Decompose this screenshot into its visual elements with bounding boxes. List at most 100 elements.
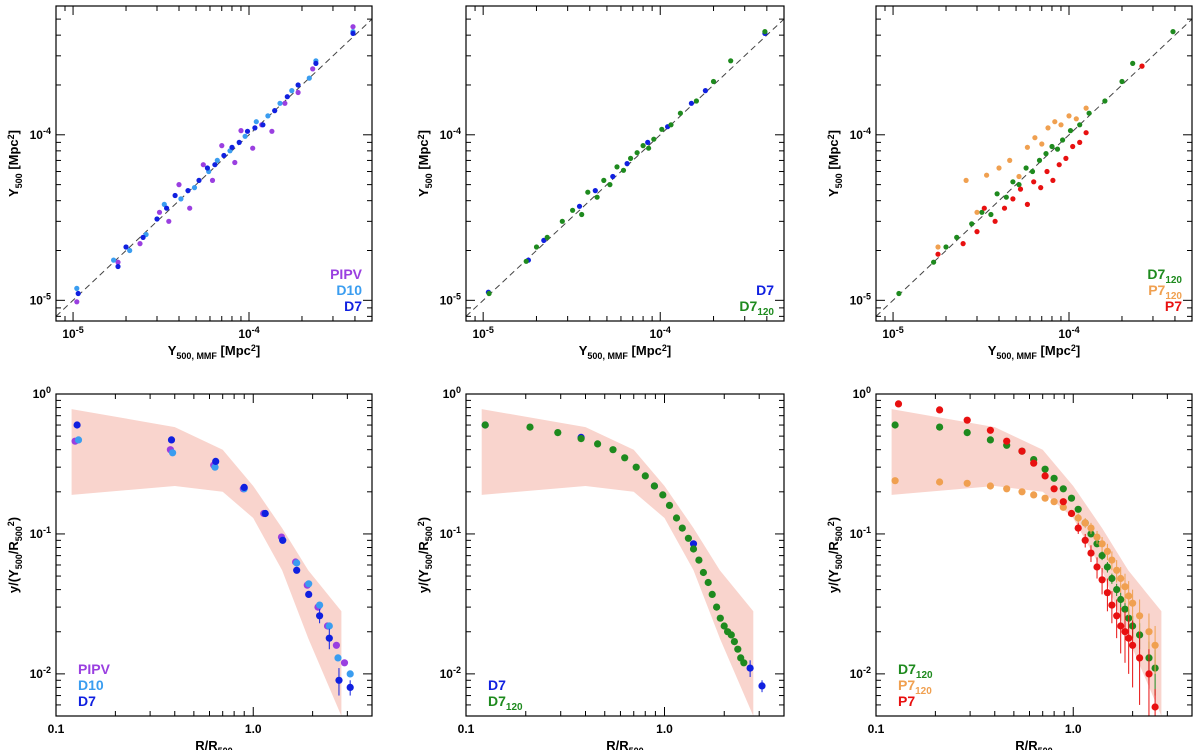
data-point [704,578,712,587]
data-point [943,244,949,250]
legend-entry: D7120 [898,661,933,681]
data-point [1151,703,1159,711]
data-point [684,534,693,542]
series-pipv [74,24,356,305]
data-point [306,75,312,81]
data-point [219,143,225,149]
data-point [1036,157,1043,163]
data-point [1024,144,1030,150]
data-point [620,167,627,173]
data-point [758,682,766,690]
data-point [665,501,674,509]
data-point [981,205,987,211]
plot-area [876,18,1192,317]
data-point [1050,485,1058,493]
data-point [891,477,899,485]
data-point [896,290,902,297]
data-point [693,98,700,104]
data-point [935,244,941,250]
tick-marks [55,5,373,321]
data-point [1087,524,1095,532]
data-point [277,100,283,106]
data-point [1108,601,1116,609]
data-point [1074,524,1082,532]
x-axis-label: Y500, MMF [Mpc2] [579,343,672,361]
data-point [688,100,695,106]
data-point [1032,135,1038,141]
panel-top-right: 10-5 10-4 10-5 10-4 Y500, MMF [Mpc2] Y500 [Mp… [826,5,1193,361]
data-point [1087,549,1095,557]
data-point [576,203,583,209]
data-point [1077,139,1083,145]
data-point [1029,168,1036,175]
series-d7-120 [896,29,1176,297]
data-point [601,177,607,183]
data-point [1050,498,1058,506]
y-tick-label: 10-4 [440,126,461,142]
data-point [1063,155,1069,161]
data-point [544,234,550,240]
data-point [541,237,547,243]
data-point [740,659,748,667]
data-point [73,421,81,429]
y-tick-label: 10-1 [440,525,461,541]
data-point [1023,165,1029,171]
data-point [1103,547,1111,556]
data-point [1003,485,1011,493]
y-axis-label: y/(Y500/R5002) [416,517,434,593]
x-tick-label: 10-4 [238,325,259,341]
data-point [1016,173,1022,180]
y-tick-label: 10-5 [850,291,871,307]
data-point [325,634,333,642]
data-point [176,182,182,188]
data-point [1030,459,1038,467]
y-axis-label: Y500 [Mpc2] [826,130,844,197]
data-point [689,545,698,553]
data-point [191,185,198,191]
data-point [992,218,998,224]
data-point [668,122,674,128]
data-point [209,177,216,183]
data-point [1081,536,1089,544]
data-point [156,209,163,215]
y-tick-label: 100 [853,385,871,401]
data-point [293,559,301,567]
data-point [1086,110,1092,116]
data-point [253,119,259,125]
legend-entry: D7 [756,282,774,298]
data-point [533,244,540,250]
data-point [172,192,178,199]
data-point [609,446,617,454]
data-point [1145,670,1153,678]
data-point [994,191,1000,197]
x-tick-label: 10-4 [650,325,671,341]
panel-top-left: 10-5 10-4 10-5 10-4 Y500, MMF [Mpc2] Y500 [Mp… [6,5,373,361]
data-point [931,259,937,265]
series-p7-120 [935,63,1145,250]
tick-marks [465,5,785,321]
data-point [335,676,343,684]
axes-frame [55,5,373,322]
data-point [295,82,301,88]
one-to-one-line [466,18,784,317]
data-point [265,113,271,119]
y-tick-label: 100 [443,385,461,401]
data-point [986,426,995,434]
panel-bottom-middle: 0.1 1.0 10-2 10-1 100 R/R500 y/(Y500/R5002) D7D… [416,385,785,750]
legend-entry: P7 [898,693,915,709]
data-point [935,251,941,257]
data-point [74,436,83,444]
tick-marks [55,393,373,717]
data-point [1041,494,1049,502]
data-point [1139,63,1145,69]
data-point [185,188,191,194]
data-point [988,211,994,218]
data-point [621,454,629,462]
data-point [123,244,129,250]
data-point [1059,485,1067,493]
data-point [984,172,990,178]
data-point [1083,130,1089,136]
data-point [1093,563,1101,571]
data-point [614,164,620,170]
